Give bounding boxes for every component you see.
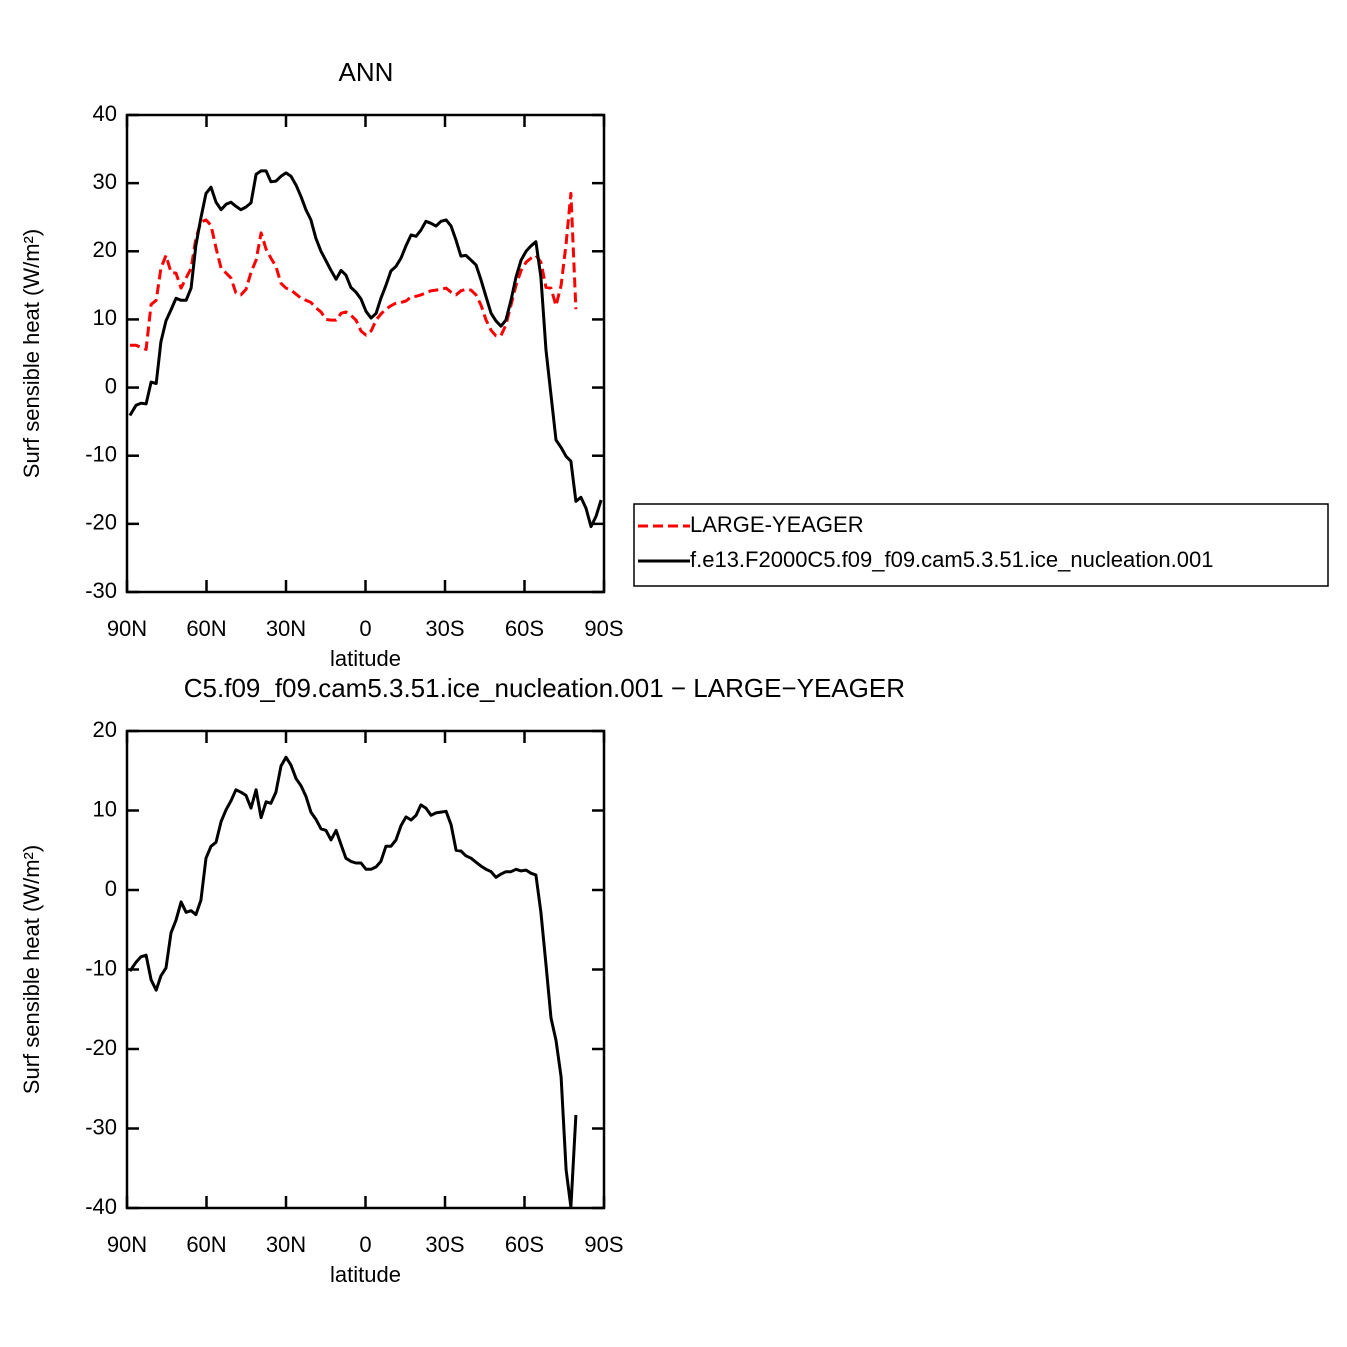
y-tick-label: 40 (93, 101, 117, 126)
x-tick-label: 30S (425, 616, 464, 641)
x-tick-label: 60N (186, 1232, 226, 1257)
y-tick-label: -40 (85, 1194, 117, 1219)
y-tick-label: -10 (85, 955, 117, 980)
y-tick-label: 10 (93, 796, 117, 821)
y-tick-label: -20 (85, 1035, 117, 1060)
x-tick-label: 60N (186, 616, 226, 641)
chart-title: C5.f09_f09.cam5.3.51.ice_nucleation.001 … (184, 673, 905, 703)
x-tick-label: 60S (505, 616, 544, 641)
y-tick-label: -10 (85, 442, 117, 467)
x-tick-label: 60S (505, 1232, 544, 1257)
x-axis-label: latitude (330, 1262, 401, 1287)
x-tick-label: 30N (266, 616, 306, 641)
x-tick-label: 30S (425, 1232, 464, 1257)
legend-box (633, 503, 1329, 587)
x-axis-label: latitude (330, 646, 401, 671)
data-line (129, 191, 578, 351)
x-tick-label: 30N (266, 1232, 306, 1257)
x-tick-label: 0 (359, 1232, 371, 1257)
y-tick-label: 0 (105, 373, 117, 398)
x-tick-label: 90N (107, 1232, 147, 1257)
y-tick-label: 20 (93, 237, 117, 262)
x-tick-label: 90S (584, 1232, 623, 1257)
y-axis-label: Surf sensible heat (W/m²) (19, 845, 44, 1094)
legend-label: f.e13.F2000C5.f09_f09.cam5.3.51.ice_nucl… (690, 547, 1214, 572)
y-tick-label: 0 (105, 876, 117, 901)
y-tick-label: -30 (85, 578, 117, 603)
y-tick-label: -30 (85, 1114, 117, 1139)
x-tick-label: 90N (107, 616, 147, 641)
y-tick-label: 20 (93, 717, 117, 742)
y-tick-label: 30 (93, 169, 117, 194)
x-tick-label: 0 (359, 616, 371, 641)
plot-frame (125, 113, 606, 594)
y-tick-label: -20 (85, 510, 117, 535)
y-axis-label: Surf sensible heat (W/m²) (19, 229, 44, 478)
plot-frame (125, 729, 606, 1210)
data-line (128, 169, 603, 529)
x-tick-label: 90S (584, 616, 623, 641)
data-line (128, 755, 578, 1209)
chart-title: ANN (339, 57, 394, 87)
y-tick-label: 10 (93, 305, 117, 330)
legend-label: LARGE-YEAGER (690, 512, 864, 537)
